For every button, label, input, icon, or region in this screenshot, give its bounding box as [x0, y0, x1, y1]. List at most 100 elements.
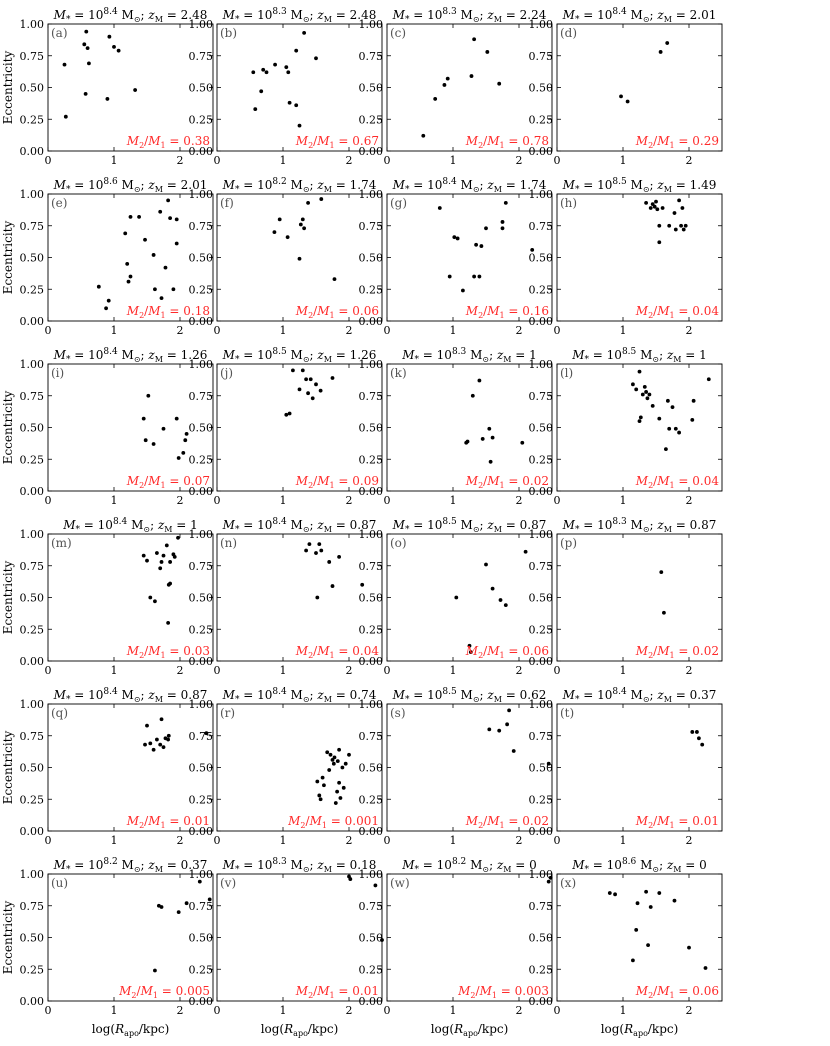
panel-e: M* = 108.6 M⊙; zM = 2.01 0 1 2 0.00 0.25 0.50 0…: [1, 177, 214, 337]
scatter-point: [484, 562, 488, 567]
axes-frame: [216, 193, 383, 322]
y-tick-label: 0.50: [20, 592, 45, 605]
scatter-point: [251, 70, 256, 75]
panel-d: M* = 108.4 M⊙; zM = 2.01 0 1 2 0.00 0.25 0.50 0…: [529, 7, 723, 167]
panel-j: M* = 108.5 M⊙; zM = 1.26 0 1 2 0.00 0.25 0.50 0…: [189, 347, 383, 507]
scatter-point: [670, 405, 675, 410]
x-tick-label: 0: [214, 664, 221, 677]
scatter-point: [85, 46, 90, 51]
y-tick-label: 0.00: [359, 485, 384, 498]
scatter-point: [317, 793, 322, 798]
scatter-point: [302, 226, 307, 231]
y-tick-label: 1.00: [20, 868, 45, 881]
scatter-point: [477, 274, 482, 279]
scatter-point: [657, 416, 662, 421]
x-tick-label: 1: [450, 664, 457, 677]
scatter-point: [638, 415, 643, 420]
scatter-point: [511, 749, 516, 753]
x-tick-label: 0: [384, 664, 391, 677]
x-tick-label: 1: [620, 324, 627, 337]
y-tick-label: 0.50: [359, 932, 384, 945]
scatter-point: [332, 755, 337, 760]
y-tick-label: 0.25: [20, 113, 45, 126]
scatter-point: [635, 901, 640, 906]
scatter-point: [84, 29, 89, 34]
scatter-point: [304, 548, 308, 553]
scatter-point: [322, 783, 326, 788]
y-tick-label: 0.00: [359, 145, 384, 158]
scatter-point: [304, 377, 308, 382]
x-tick-label: 0: [214, 1004, 221, 1017]
x-tick-label: 0: [554, 154, 561, 167]
panel-title: M* = 108.3 M⊙; zM = 0.87: [562, 517, 717, 535]
scatter-point: [625, 99, 630, 104]
panel-label: (j): [220, 366, 233, 380]
y-tick-label: 0.25: [359, 623, 384, 636]
panel-title: M* = 108.5 M⊙; zM = 1.26: [222, 347, 377, 365]
y-tick-label: 0.75: [359, 50, 384, 63]
scatter-point: [645, 396, 650, 401]
x-tick-label: 0: [45, 154, 52, 167]
scatter-point: [112, 44, 116, 49]
y-tick-label: 0.50: [189, 762, 214, 775]
x-tick-label: 0: [554, 834, 561, 847]
x-tick-label: 0: [214, 154, 221, 167]
scatter-point: [665, 41, 670, 45]
scatter-point: [174, 217, 179, 222]
panel-label: (e): [51, 196, 67, 210]
y-tick-label: 0.25: [20, 623, 45, 636]
scatter-point: [141, 416, 146, 421]
scatter-point: [285, 235, 290, 240]
panel-q: M* = 108.4 M⊙; zM = 0.87 0 1 2 0.00 0.25 0.50 0…: [1, 687, 214, 847]
scatter-point: [159, 905, 164, 909]
scatter-point: [421, 133, 426, 138]
scatter-point: [174, 241, 179, 246]
panel-title: M* = 108.5 M⊙; zM = 0.87: [392, 517, 547, 535]
scatter-point: [470, 393, 475, 398]
x-tick-label: 1: [280, 154, 287, 167]
scatter-point: [143, 237, 147, 242]
axes-frame: [556, 703, 723, 832]
scatter-point: [155, 551, 159, 555]
x-tick-label: 1: [450, 834, 457, 847]
scatter-point: [546, 761, 551, 766]
scatter-point: [148, 595, 153, 600]
y-tick-label: 0.25: [529, 623, 554, 636]
scatter-point: [490, 586, 495, 591]
scatter-point: [176, 910, 181, 914]
scatter-point: [665, 398, 670, 403]
scatter-point: [161, 426, 166, 431]
scatter-point: [125, 261, 130, 266]
x-tick-label: 0: [45, 324, 52, 337]
scatter-point: [297, 123, 302, 128]
scatter-point: [325, 750, 330, 755]
panel-label: (u): [51, 876, 68, 890]
scatter-point: [106, 298, 111, 303]
mass-ratio-label: M2/M1 = 0.005: [118, 984, 210, 1000]
scatter-point: [183, 438, 188, 443]
y-tick-label: 1.00: [529, 18, 554, 31]
y-tick-label: 0.00: [189, 485, 214, 498]
y-tick-label: 1.00: [20, 18, 45, 31]
panel-label: (b): [220, 26, 237, 40]
y-tick-label: 0.00: [20, 655, 45, 668]
y-tick-label: 0.25: [189, 453, 214, 466]
x-tick-label: 0: [384, 1004, 391, 1017]
y-tick-label: 0.75: [359, 900, 384, 913]
scatter-point: [634, 387, 639, 392]
scatter-point: [308, 377, 313, 382]
scatter-point: [500, 226, 505, 231]
x-axis-label: log(Rapo/kpc): [431, 1022, 509, 1038]
panel-title: M* = 108.2 M⊙; zM = 0: [401, 857, 537, 875]
panel-title: M* = 108.4 M⊙; zM = 1.74: [392, 177, 547, 195]
x-tick-label: 1: [280, 834, 287, 847]
axes-frame: [216, 873, 383, 1002]
y-tick-label: 0.75: [20, 50, 45, 63]
scatter-point: [107, 34, 112, 39]
panel-title: M* = 108.2 M⊙; zM = 1.74: [222, 177, 377, 195]
scatter-point: [467, 643, 472, 648]
scatter-point: [340, 765, 345, 770]
scatter-point: [655, 207, 660, 212]
panel-x: M* = 108.6 M⊙; zM = 0 0 1 2 0.00 0.25 0.50 0.75…: [529, 857, 723, 1038]
panel-a: M* = 108.4 M⊙; zM = 2.48 0 1 2 0.00 0.25 0.50 0…: [1, 7, 214, 167]
